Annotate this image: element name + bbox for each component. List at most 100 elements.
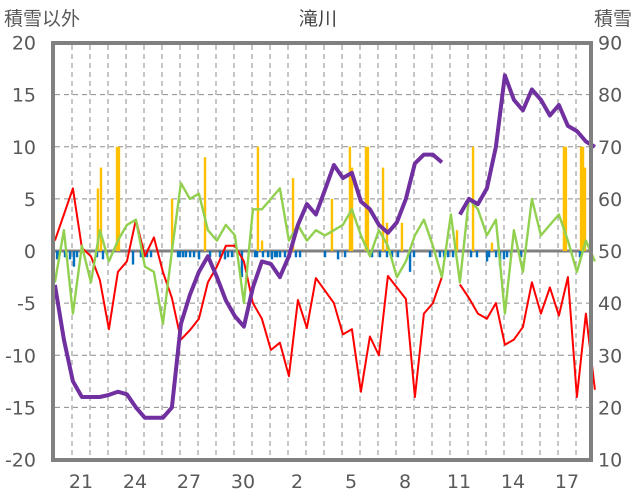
blue-bar — [270, 251, 274, 260]
blue-bar — [378, 251, 382, 258]
orange-bar — [96, 188, 100, 251]
blue-bar — [385, 251, 389, 258]
orange-bar — [490, 242, 494, 251]
right-tick-label: 20 — [598, 397, 622, 419]
blue-bar — [261, 251, 265, 258]
blue-bar — [273, 251, 277, 258]
orange-bar — [564, 146, 568, 251]
blue-bar — [218, 251, 222, 258]
orange-bar — [471, 146, 475, 251]
x-tick-label: 17 — [555, 471, 579, 493]
x-tick-label: 27 — [177, 471, 201, 493]
blue-bar — [68, 251, 72, 260]
blue-bar — [494, 251, 498, 258]
blue-bar — [323, 251, 327, 258]
x-tick-label: 30 — [231, 471, 255, 493]
right-tick-label: 70 — [598, 137, 622, 159]
right-tick-label: 40 — [598, 293, 622, 315]
blue-bar — [145, 251, 149, 258]
orange-bar — [99, 167, 103, 251]
left-tick-label: -15 — [5, 397, 36, 419]
left-tick-label: -20 — [5, 450, 36, 472]
blue-bar — [255, 251, 259, 258]
blue-bar — [294, 251, 298, 258]
orange-bar — [348, 146, 352, 251]
purple-series — [458, 73, 596, 216]
blue-bar — [139, 251, 143, 258]
chart-title: 滝川 — [299, 8, 337, 30]
blue-bar — [487, 251, 491, 258]
blue-bar — [176, 251, 180, 258]
orange-bar — [117, 146, 121, 251]
blue-bar — [72, 251, 76, 267]
right-tick-label: 10 — [598, 450, 622, 472]
x-tick-label: 21 — [69, 471, 93, 493]
blue-bar — [131, 251, 135, 265]
orange-bar — [170, 198, 174, 251]
red-series — [53, 187, 443, 398]
blue-bar — [519, 251, 523, 258]
orange-bar — [583, 167, 587, 251]
right-tick-label: 30 — [598, 345, 622, 367]
x-tick-label: 2 — [291, 471, 303, 493]
orange-bar — [366, 146, 370, 251]
blue-bar — [240, 251, 244, 278]
orange-bar — [291, 178, 295, 251]
x-tick-label: 24 — [123, 471, 147, 493]
orange-bar — [256, 146, 260, 251]
orange-bar — [581, 146, 585, 251]
red-series — [459, 276, 596, 398]
left-tick-label: 20 — [12, 33, 36, 55]
purple-series — [52, 152, 444, 420]
blue-bar — [149, 251, 153, 258]
orange-bar — [562, 146, 566, 251]
blue-bar — [343, 251, 347, 258]
x-tick-label: 5 — [345, 471, 357, 493]
blue-bar — [184, 251, 188, 258]
blue-bar — [56, 251, 60, 258]
blue-bar — [505, 251, 509, 258]
left-tick-label: -10 — [5, 345, 36, 367]
right-tick-label: 50 — [598, 241, 622, 263]
blue-bar — [275, 251, 279, 258]
left-axis-label: 積雪以外 — [4, 8, 80, 30]
blue-bar — [408, 251, 412, 272]
right-axis-label: 積雪 — [594, 8, 632, 30]
blue-bar — [469, 251, 473, 258]
blue-bar — [451, 251, 455, 258]
blue-bar — [226, 251, 230, 258]
blue-bar — [502, 251, 506, 260]
blue-bar — [412, 251, 416, 258]
orange-bar — [203, 157, 207, 251]
blue-bar — [95, 251, 99, 258]
blue-bar — [438, 251, 442, 258]
blue-bar — [390, 251, 394, 258]
blue-bar — [578, 251, 582, 258]
blue-bar — [428, 251, 432, 258]
orange-bar — [381, 167, 385, 251]
orange-bar — [385, 222, 389, 251]
blue-bar — [446, 251, 450, 258]
blue-bar — [370, 251, 374, 258]
x-tick-label: 11 — [447, 471, 471, 493]
blue-bar — [178, 251, 182, 258]
blue-bar — [181, 251, 185, 258]
blue-bar — [485, 251, 489, 262]
left-tick-label: 10 — [12, 137, 36, 159]
orange-bar — [364, 146, 368, 251]
right-tick-label: 90 — [598, 33, 622, 55]
orange-bar — [115, 146, 119, 251]
plot-frame — [51, 41, 593, 462]
blue-bar — [475, 251, 479, 258]
orange-bar — [400, 222, 404, 251]
blue-bar — [230, 251, 234, 258]
blue-bar — [283, 251, 287, 258]
left-tick-label: 0 — [24, 241, 36, 263]
blue-bar — [266, 251, 270, 258]
blue-bar — [336, 251, 340, 260]
orange-bar — [330, 198, 334, 251]
right-tick-label: 60 — [598, 189, 622, 211]
x-tick-label: 14 — [501, 471, 525, 493]
series-lines — [52, 73, 597, 420]
